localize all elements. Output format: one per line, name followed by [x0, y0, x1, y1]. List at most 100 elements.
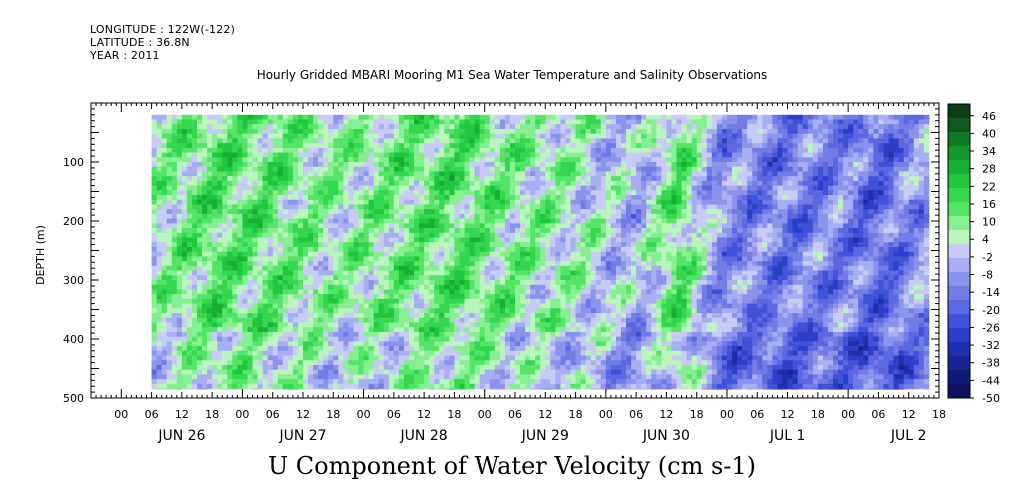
heatmap-cell — [277, 369, 284, 375]
heatmap-cell — [242, 284, 248, 290]
heatmap-cell — [328, 280, 334, 286]
heatmap-cell — [156, 360, 163, 366]
heatmap-cell — [353, 355, 359, 361]
heatmap-cell — [318, 124, 324, 130]
heatmap-cell — [242, 190, 248, 196]
heatmap-cell — [262, 147, 269, 153]
heatmap-cell — [555, 147, 561, 153]
heatmap-cell — [267, 218, 274, 224]
heatmap-cell — [227, 355, 233, 361]
heatmap-cell — [525, 251, 531, 257]
heatmap-cell — [535, 336, 541, 342]
heatmap-cell — [328, 147, 334, 153]
heatmap-cell — [242, 195, 248, 201]
heatmap-cell — [186, 261, 193, 267]
heatmap-cell — [494, 195, 501, 201]
heatmap-cell — [434, 341, 440, 347]
heatmap-cell — [439, 261, 445, 267]
heatmap-cell — [348, 388, 354, 390]
heatmap-cell — [171, 284, 178, 290]
heatmap-cell — [530, 166, 536, 172]
heatmap-cell — [277, 331, 284, 338]
heatmap-cell — [525, 147, 531, 153]
heatmap-cell — [343, 246, 349, 253]
heatmap-cell — [434, 176, 440, 182]
heatmap-cell — [232, 176, 238, 182]
heatmap-cell — [419, 298, 425, 304]
heatmap-cell — [414, 379, 420, 385]
heatmap-cell — [191, 294, 198, 300]
heatmap-cell — [575, 251, 582, 257]
heatmap-cell — [444, 124, 450, 130]
heatmap-cell — [282, 364, 289, 371]
heatmap-cell — [262, 331, 269, 338]
heatmap-cell — [282, 251, 289, 257]
heatmap-cell — [308, 270, 314, 276]
heatmap-cell — [494, 242, 501, 248]
heatmap-cell — [222, 223, 228, 229]
heatmap-cell — [494, 128, 501, 135]
heatmap-cell — [227, 350, 233, 356]
heatmap-cell — [469, 246, 476, 253]
heatmap-cell — [227, 209, 233, 215]
heatmap-cell — [515, 317, 521, 323]
heatmap-cell — [530, 280, 536, 286]
heatmap-cell — [252, 124, 258, 130]
heatmap-cell — [277, 124, 284, 130]
heatmap-cell — [409, 379, 415, 385]
heatmap-cell — [166, 176, 173, 182]
heatmap-cell — [489, 199, 496, 205]
heatmap-cell — [156, 331, 163, 338]
heatmap-cell — [323, 176, 329, 182]
heatmap-cell — [338, 298, 344, 304]
heatmap-cell — [545, 374, 551, 380]
heatmap-cell — [474, 313, 481, 319]
heatmap-cell — [308, 379, 314, 385]
heatmap-cell — [378, 336, 385, 342]
heatmap-cell — [207, 204, 213, 210]
heatmap-cell — [459, 147, 465, 153]
heatmap-cell — [171, 261, 178, 267]
heatmap-cell — [227, 303, 233, 309]
heatmap-cell — [217, 355, 223, 361]
heatmap-cell — [212, 152, 218, 158]
heatmap-cell — [176, 261, 183, 267]
heatmap-cell — [575, 114, 582, 120]
heatmap-cell — [454, 133, 460, 139]
heatmap-cell — [161, 180, 168, 186]
heatmap-cell — [217, 275, 223, 281]
heatmap-cell — [171, 341, 178, 347]
heatmap-cell — [277, 350, 284, 356]
heatmap-cell — [449, 237, 455, 243]
heatmap-cell — [565, 289, 571, 295]
heatmap-cell — [303, 133, 309, 139]
heatmap-cell — [499, 128, 506, 135]
heatmap-cell — [550, 209, 556, 215]
heatmap-cell — [282, 346, 289, 352]
heatmap-cell — [348, 284, 354, 290]
heatmap-cell — [424, 379, 430, 385]
heatmap-cell — [393, 242, 400, 248]
heatmap-cell — [303, 350, 309, 356]
heatmap-cell — [520, 374, 526, 380]
heatmap-cell — [181, 265, 188, 271]
heatmap-cell — [530, 374, 536, 380]
heatmap-cell — [303, 313, 309, 319]
heatmap-cell — [222, 218, 228, 224]
heatmap-cell — [272, 166, 279, 172]
heatmap-cell — [535, 119, 541, 125]
heatmap-cell — [454, 275, 460, 281]
heatmap-cell — [242, 369, 248, 375]
heatmap-cell — [494, 138, 501, 144]
heatmap-cell — [515, 199, 521, 205]
heatmap-cell — [257, 317, 264, 323]
heatmap-cell — [388, 232, 395, 238]
heatmap-cell — [333, 270, 339, 276]
heatmap-cell — [232, 317, 238, 323]
heatmap-cell — [570, 218, 576, 224]
heatmap-cell — [272, 280, 279, 286]
heatmap-cell — [434, 237, 440, 243]
heatmap-cell — [393, 350, 400, 356]
heatmap-cell — [555, 195, 561, 201]
heatmap-cell — [212, 128, 218, 135]
